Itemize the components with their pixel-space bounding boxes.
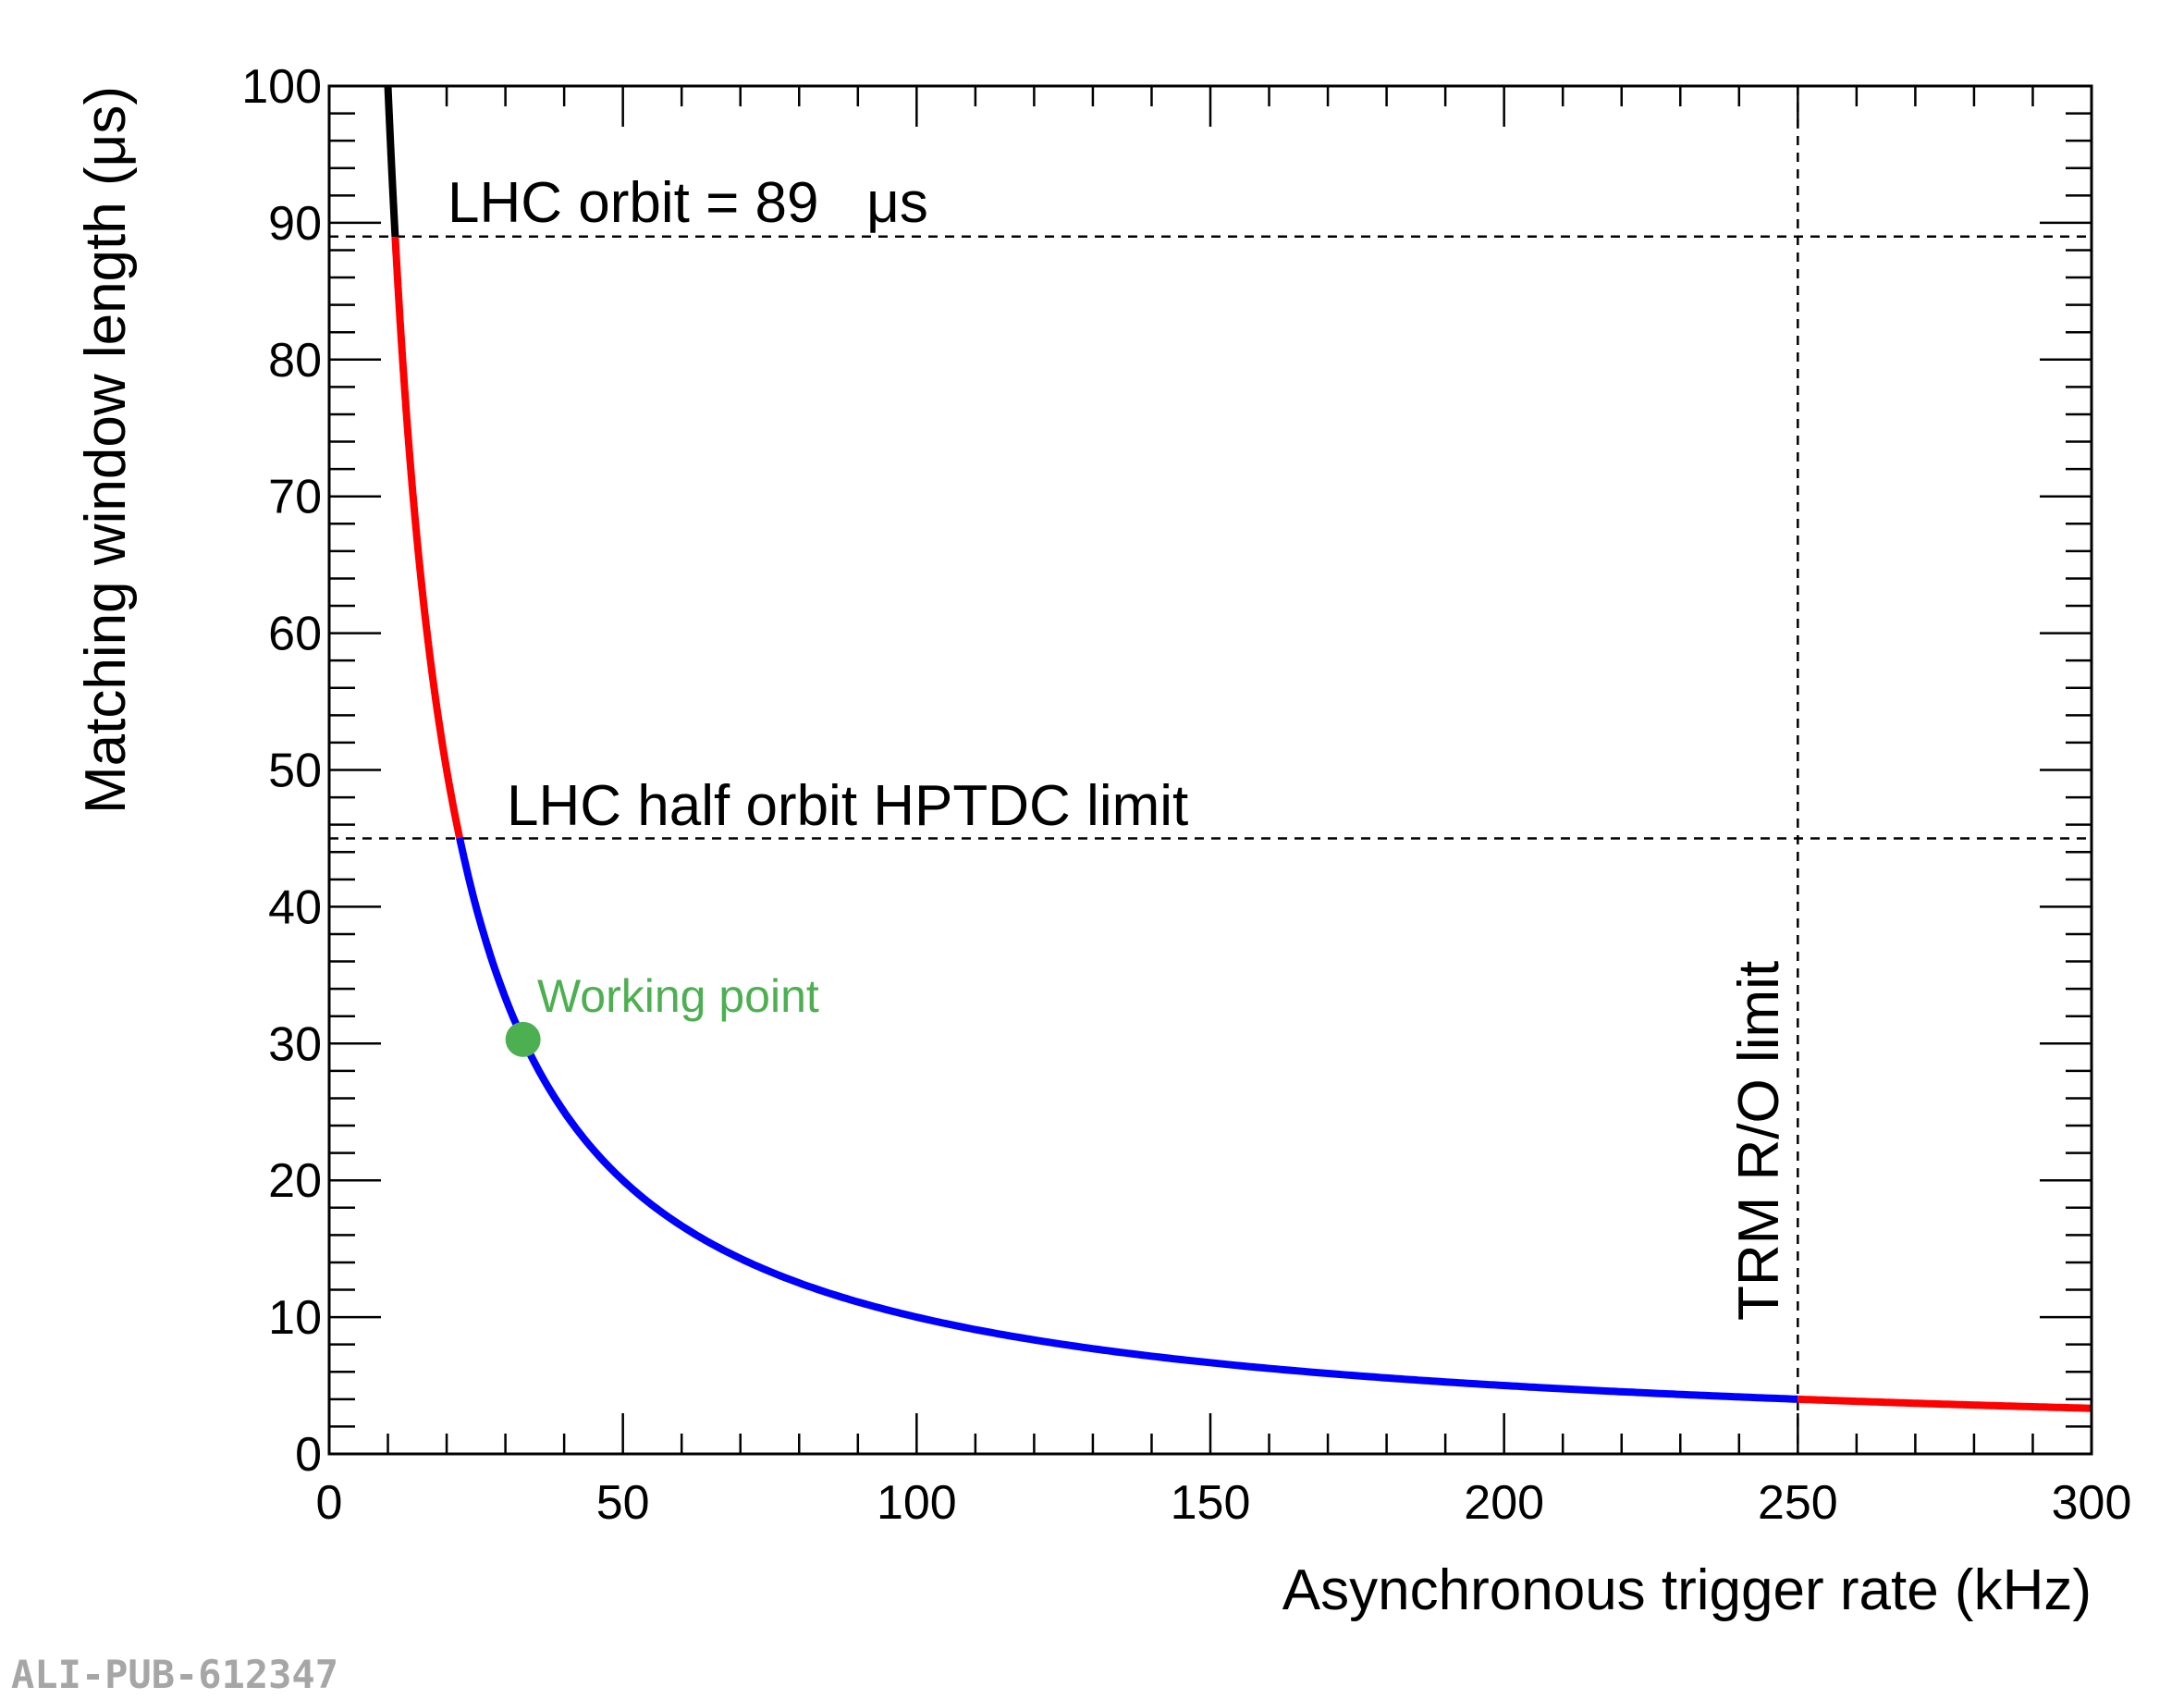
tick-labels: 0 50 100 150 200 250 300 0 10 20 30 40 50 60 70 80 90 100 — [241, 60, 2131, 1530]
x-tick-label: 50 — [596, 1476, 650, 1530]
curve-segment-3 — [1795, 1395, 2094, 1412]
y-tick-label: 40 — [268, 880, 322, 934]
x-tick-label: 150 — [1171, 1476, 1251, 1530]
x-tick-label: 300 — [2052, 1476, 2132, 1530]
x-tick-label: 250 — [1758, 1476, 1838, 1530]
curve-segment-0 — [384, 82, 399, 240]
working-point-marker — [505, 1021, 541, 1057]
y-axis-title: Matching window length (μs) — [74, 86, 138, 814]
axis-ticks — [327, 84, 2093, 1456]
x-tick-label: 100 — [877, 1476, 957, 1530]
y-tick-label: 0 — [295, 1428, 322, 1482]
y-tick-label: 20 — [268, 1154, 322, 1208]
x-tick-label: 0 — [316, 1476, 343, 1530]
half-orbit-annotation: LHC half orbit HPTDC limit — [507, 774, 1188, 838]
plot-frame — [327, 84, 2093, 1456]
orbit-annotation: LHC orbit = 89 μs — [448, 171, 928, 235]
x-tick-label: 200 — [1464, 1476, 1544, 1530]
y-tick-label: 30 — [268, 1017, 322, 1071]
curve-segment-2 — [456, 836, 1798, 1403]
y-tick-label: 90 — [268, 197, 322, 251]
y-tick-label: 100 — [241, 60, 322, 114]
y-tick-label: 70 — [268, 471, 322, 524]
trm-limit-annotation: TRM R/O limit — [1727, 961, 1791, 1321]
y-tick-label: 50 — [268, 745, 322, 798]
y-tick-label: 80 — [268, 334, 322, 388]
curve-segment-1 — [391, 237, 463, 841]
publication-id: ALI-PUB-612347 — [11, 1652, 339, 1697]
reference-lines — [329, 86, 2092, 1454]
working-point-label: Working point — [537, 970, 819, 1022]
y-tick-label: 60 — [268, 608, 322, 661]
x-axis-title: Asynchronous trigger rate (kHz) — [1282, 1558, 2092, 1622]
y-tick-label: 10 — [268, 1291, 322, 1345]
curve-series — [384, 82, 2094, 1412]
